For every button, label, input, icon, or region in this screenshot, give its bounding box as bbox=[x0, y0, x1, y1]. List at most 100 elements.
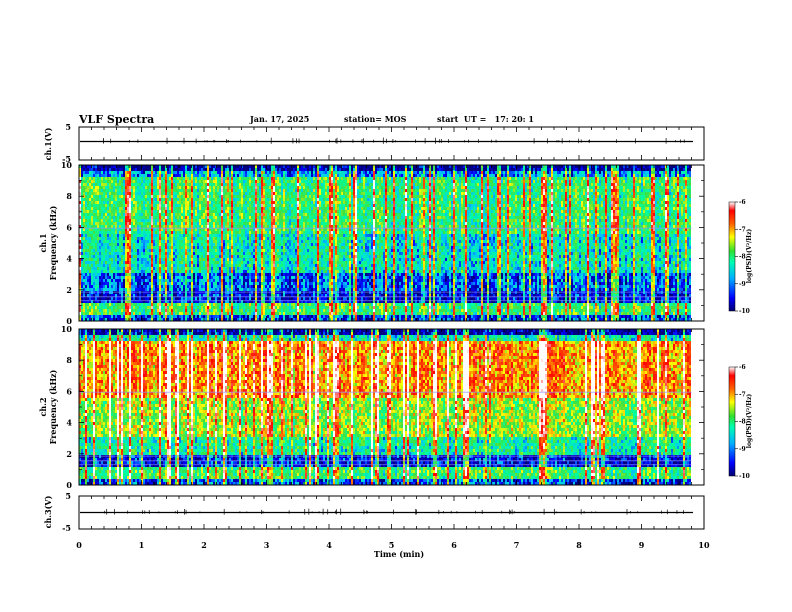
spectrogram-cell bbox=[127, 204, 129, 207]
spectrogram-cell bbox=[171, 306, 173, 309]
spectrogram-cell bbox=[193, 222, 195, 225]
spectrogram-cell bbox=[235, 183, 237, 186]
spectrogram-cell bbox=[247, 234, 249, 237]
spectrogram-cell bbox=[261, 204, 263, 207]
spectrogram-cell bbox=[229, 246, 231, 249]
spectrogram-cell bbox=[153, 174, 155, 177]
spectrogram-cell bbox=[231, 225, 233, 228]
spectrogram-cell bbox=[193, 288, 195, 291]
spectrogram-cell bbox=[127, 267, 129, 270]
spectrogram-cell bbox=[133, 243, 135, 246]
spectrogram-cell bbox=[123, 261, 125, 264]
spectrogram-cell bbox=[105, 177, 107, 180]
spectrogram-cell bbox=[83, 204, 85, 207]
spectrogram-cell bbox=[237, 216, 239, 219]
spectrogram-cell bbox=[239, 273, 241, 276]
spectrogram-cell bbox=[199, 213, 201, 216]
spectrogram-cell bbox=[215, 297, 217, 300]
spectrogram-cell bbox=[233, 285, 235, 288]
spectrogram-cell bbox=[187, 186, 189, 189]
spectrogram-cell bbox=[175, 285, 177, 288]
spectrogram-cell bbox=[139, 261, 141, 264]
spectrogram-cell bbox=[111, 252, 113, 255]
spectrogram-cell bbox=[187, 192, 189, 195]
spectrogram-cell bbox=[135, 243, 137, 246]
spectrogram-cell bbox=[99, 249, 101, 252]
spectrogram-cell bbox=[253, 225, 255, 228]
spectrogram-cell bbox=[131, 285, 133, 288]
spectrogram-cell bbox=[255, 174, 257, 177]
spectrogram-cell bbox=[145, 183, 147, 186]
spectrogram-cell bbox=[153, 189, 155, 192]
spectrogram-cell bbox=[183, 252, 185, 255]
spectrogram-cell bbox=[99, 276, 101, 279]
spectrogram-cell bbox=[101, 288, 103, 291]
spectrogram-cell bbox=[255, 204, 257, 207]
spectrogram-cell bbox=[121, 306, 123, 309]
spectrogram-cell bbox=[149, 225, 151, 228]
spectrogram-cell bbox=[149, 168, 151, 171]
spectrogram-cell bbox=[93, 267, 95, 270]
spectrogram-cell bbox=[245, 315, 247, 318]
spectrogram-cell bbox=[147, 267, 149, 270]
spectrogram-cell bbox=[215, 243, 217, 246]
spectrogram-cell bbox=[199, 171, 201, 174]
spectrogram-cell bbox=[223, 246, 225, 249]
spectrogram-cell bbox=[141, 177, 143, 180]
spectrogram-cell bbox=[179, 237, 181, 240]
spectrogram-cell bbox=[245, 237, 247, 240]
spectrogram-cell bbox=[167, 273, 169, 276]
spectrogram-cell bbox=[105, 246, 107, 249]
spectrogram-cell bbox=[103, 231, 105, 234]
spectrogram-cell bbox=[139, 240, 141, 243]
spectrogram-cell bbox=[155, 183, 157, 186]
spectrogram-cell bbox=[109, 222, 111, 225]
spectrogram-cell bbox=[231, 189, 233, 192]
spectrogram-cell bbox=[87, 264, 89, 267]
spectrogram-cell bbox=[241, 246, 243, 249]
spectrogram-cell bbox=[91, 219, 93, 222]
spectrogram-cell bbox=[217, 309, 219, 312]
spectrogram-cell bbox=[115, 225, 117, 228]
spectrogram-cell bbox=[267, 183, 269, 186]
spectrogram-cell bbox=[141, 231, 143, 234]
spectrogram-cell bbox=[143, 225, 145, 228]
spectrogram-cell bbox=[239, 219, 241, 222]
spectrogram-cell bbox=[121, 210, 123, 213]
spectrogram-cell bbox=[265, 246, 267, 249]
spectrogram-cell bbox=[161, 246, 163, 249]
spectrogram-cell bbox=[261, 243, 263, 246]
spectrogram-cell bbox=[153, 222, 155, 225]
spectrogram-cell bbox=[231, 234, 233, 237]
spectrogram-cell bbox=[245, 189, 247, 192]
spectrogram-cell bbox=[119, 264, 121, 267]
spectrogram-cell bbox=[227, 261, 229, 264]
spectrogram-cell bbox=[137, 204, 139, 207]
spectrogram-cell bbox=[105, 222, 107, 225]
spectrogram-cell bbox=[137, 177, 139, 180]
spectrogram-cell bbox=[259, 219, 261, 222]
spectrogram-cell bbox=[199, 210, 201, 213]
spectrogram-cell bbox=[131, 183, 133, 186]
spectrogram-cell bbox=[265, 312, 267, 315]
spectrogram-cell bbox=[259, 204, 261, 207]
spectrogram-cell bbox=[197, 306, 199, 309]
spectrogram-cell bbox=[251, 270, 253, 273]
spectrogram-cell bbox=[89, 273, 91, 276]
spectrogram-cell bbox=[197, 234, 199, 237]
spectrogram-cell bbox=[129, 309, 131, 312]
spectrogram-cell bbox=[151, 282, 153, 285]
spectrogram-cell bbox=[135, 276, 137, 279]
spectrogram-cell bbox=[137, 201, 139, 204]
spectrogram-cell bbox=[175, 213, 177, 216]
spectrogram-cell bbox=[257, 312, 259, 315]
spectrogram-cell bbox=[187, 183, 189, 186]
spectrogram-cell bbox=[113, 216, 115, 219]
spectrogram-cell bbox=[121, 270, 123, 273]
spectrogram-cell bbox=[131, 192, 133, 195]
spectrogram-cell bbox=[131, 201, 133, 204]
spectrogram-cell bbox=[195, 213, 197, 216]
spectrogram-cell bbox=[179, 213, 181, 216]
spectrogram-cell bbox=[121, 255, 123, 258]
spectrogram-cell bbox=[251, 222, 253, 225]
